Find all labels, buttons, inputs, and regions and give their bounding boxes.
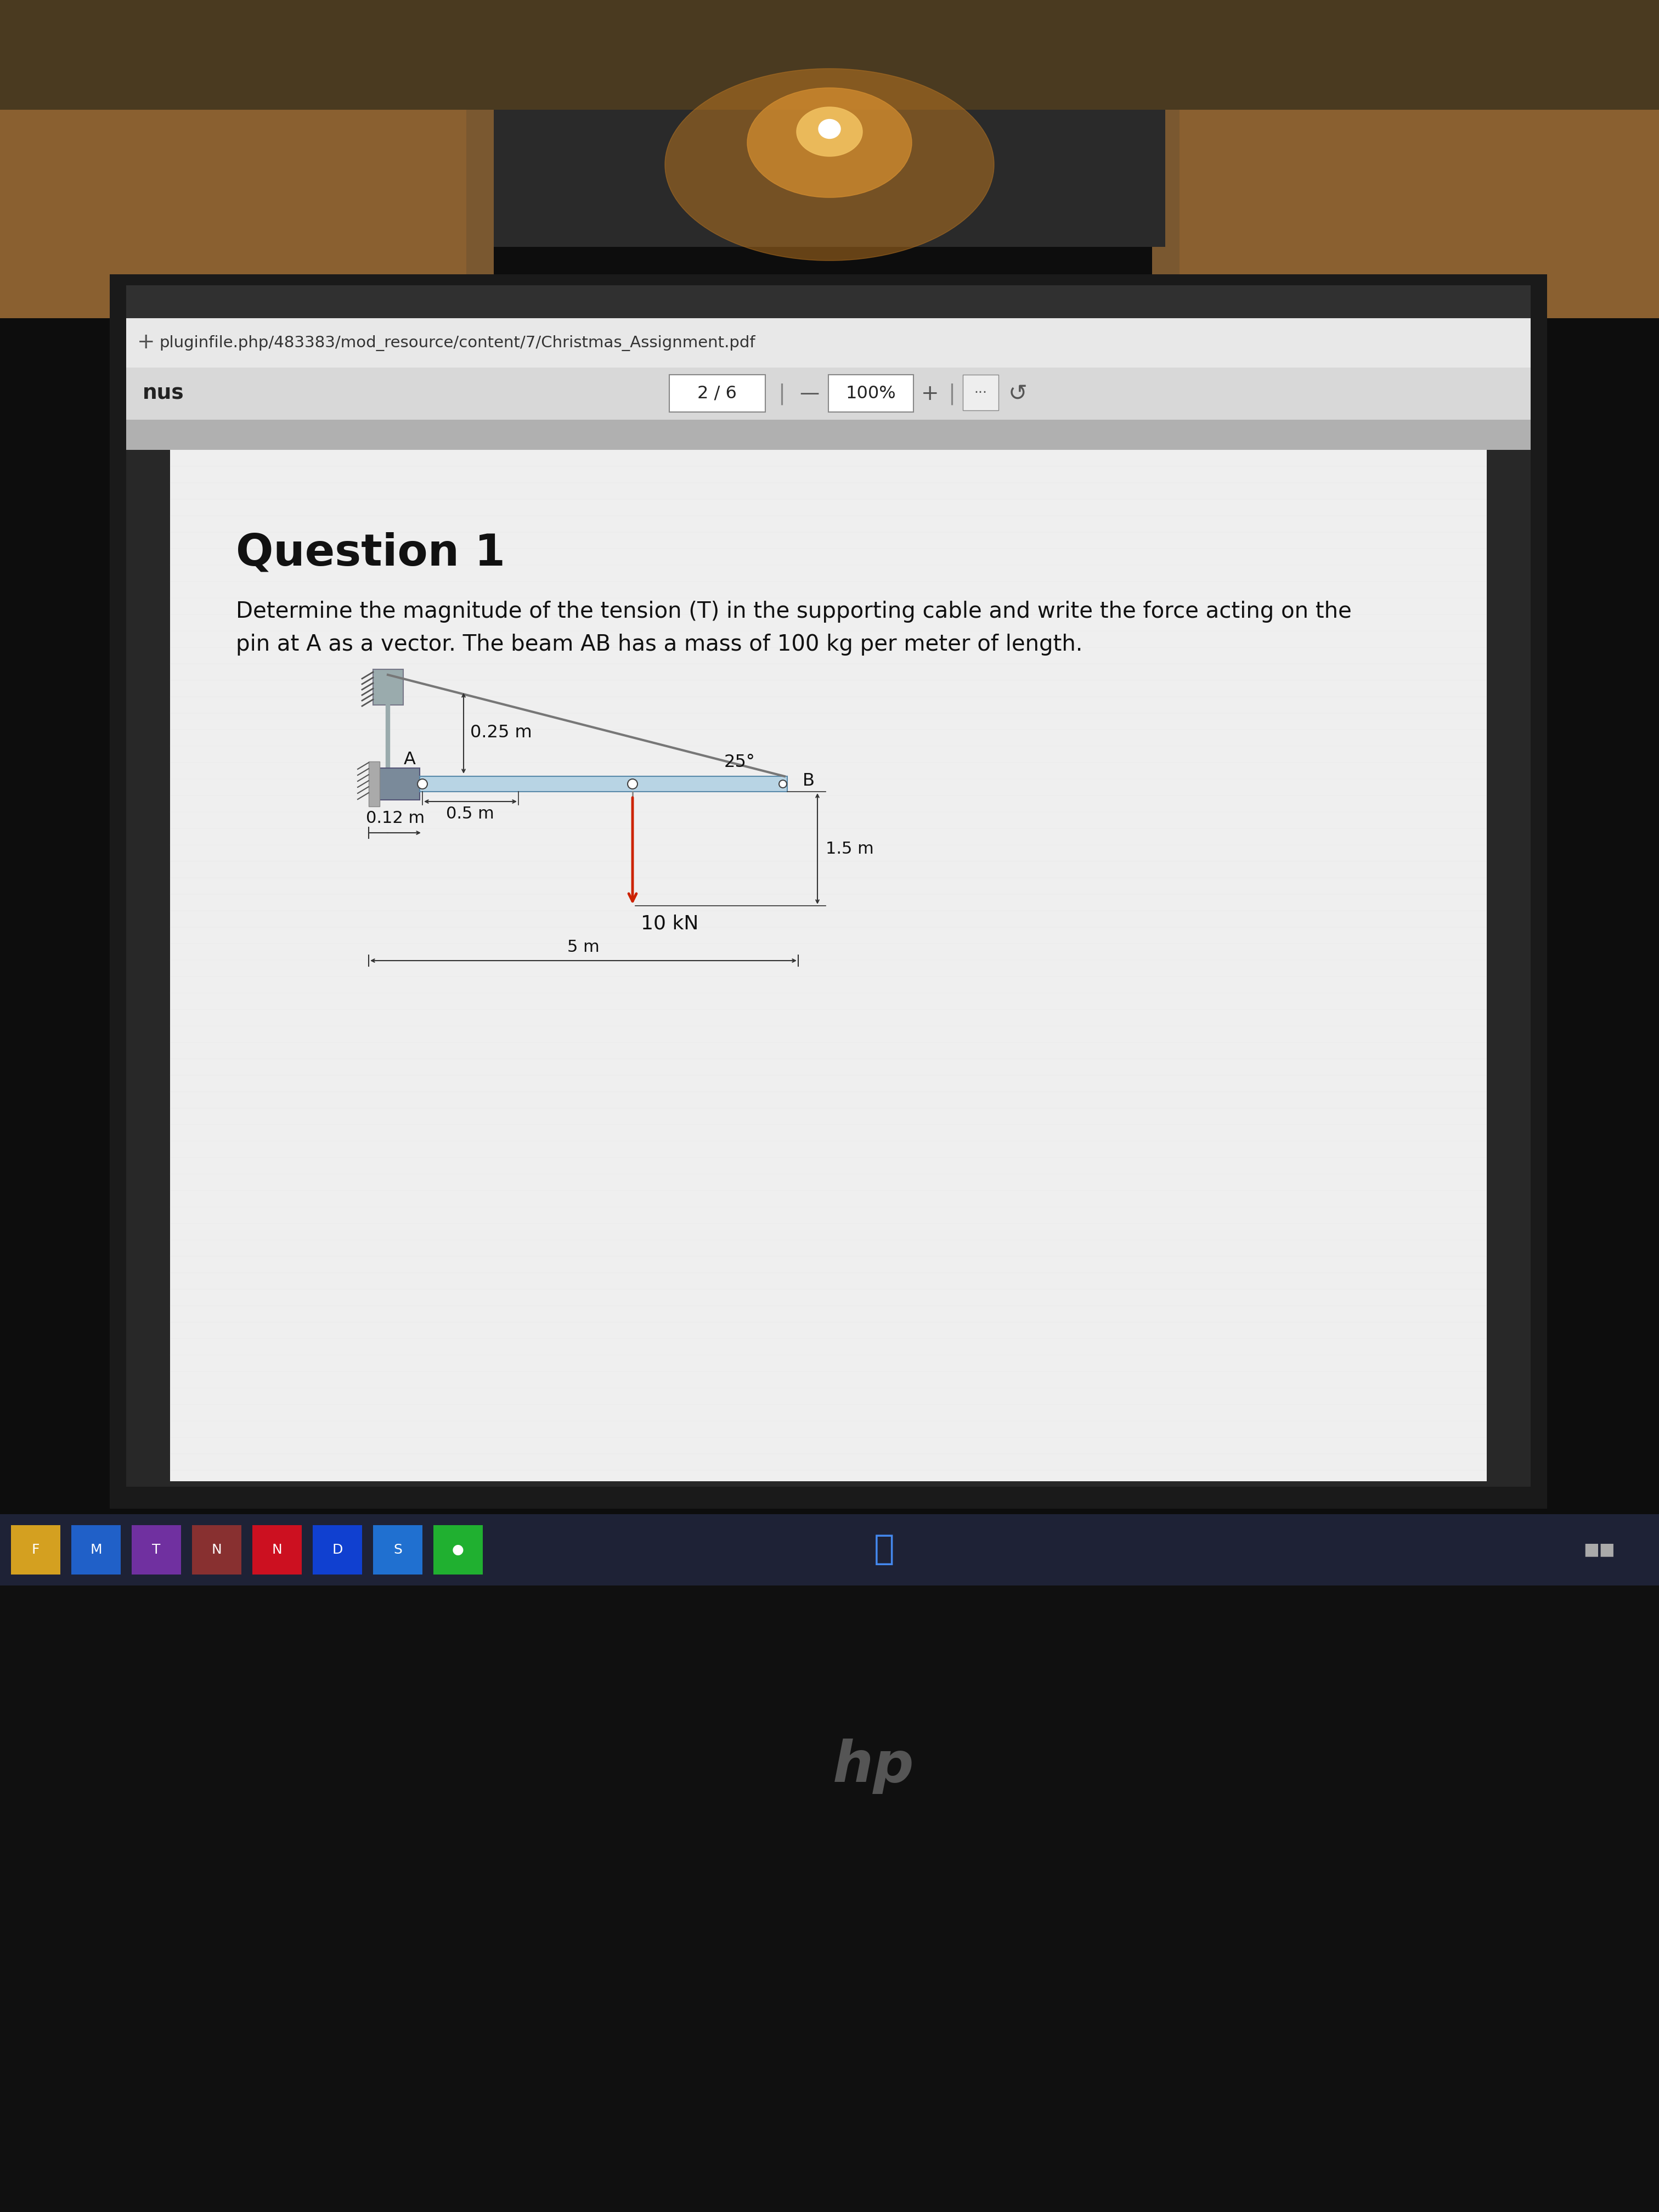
Bar xyxy=(368,761,380,807)
Bar xyxy=(126,285,1531,319)
Circle shape xyxy=(627,779,637,790)
Bar xyxy=(126,285,1531,1486)
Bar xyxy=(962,374,999,411)
Text: N: N xyxy=(272,1544,282,1557)
Text: 100%: 100% xyxy=(846,385,896,403)
Text: Question 1: Question 1 xyxy=(236,533,506,575)
Bar xyxy=(0,1515,1659,1586)
Bar xyxy=(109,274,1548,1509)
Bar xyxy=(0,0,494,319)
Text: F: F xyxy=(32,1544,40,1557)
Bar xyxy=(373,1524,423,1575)
Ellipse shape xyxy=(665,69,994,261)
Text: ⋅⋅⋅: ⋅⋅⋅ xyxy=(974,387,987,400)
Text: Determine the magnitude of the tension (T) in the supporting cable and write the: Determine the magnitude of the tension (… xyxy=(236,602,1352,622)
Bar xyxy=(0,0,1659,111)
Text: ●: ● xyxy=(453,1544,465,1557)
Bar xyxy=(126,367,1531,420)
Bar xyxy=(1180,111,1659,319)
Text: D: D xyxy=(332,1544,343,1557)
Bar xyxy=(669,374,765,411)
Text: M: M xyxy=(90,1544,101,1557)
Circle shape xyxy=(780,781,786,787)
Circle shape xyxy=(418,779,428,790)
Text: 10 kN: 10 kN xyxy=(640,914,698,933)
Text: +: + xyxy=(138,332,154,352)
Ellipse shape xyxy=(818,119,841,139)
Text: ↺: ↺ xyxy=(1009,383,1027,405)
Bar xyxy=(828,374,914,411)
Bar xyxy=(433,1524,483,1575)
Text: 25°: 25° xyxy=(725,754,755,772)
Text: T: T xyxy=(153,1544,161,1557)
Text: S: S xyxy=(393,1544,401,1557)
Bar xyxy=(71,1524,121,1575)
Text: |: | xyxy=(949,383,956,405)
Bar xyxy=(192,1524,242,1575)
Text: ❓: ❓ xyxy=(874,1533,894,1566)
Text: 2 / 6: 2 / 6 xyxy=(697,385,737,403)
Text: 0.25 m: 0.25 m xyxy=(469,726,533,741)
Text: nus: nus xyxy=(143,385,184,405)
Text: |: | xyxy=(778,383,785,405)
Bar xyxy=(373,670,403,706)
Bar xyxy=(126,420,1531,449)
Bar xyxy=(131,1524,181,1575)
Text: pin at A as a vector. The beam AB has a mass of 100 kg per meter of length.: pin at A as a vector. The beam AB has a … xyxy=(236,633,1083,655)
Ellipse shape xyxy=(747,88,912,197)
Bar xyxy=(420,776,788,792)
Text: pluginfile.php/483383/mod_resource/content/7/Christmas_Assignment.pdf: pluginfile.php/483383/mod_resource/conte… xyxy=(159,334,755,352)
Bar xyxy=(126,319,1531,367)
Bar xyxy=(0,111,466,319)
Text: N: N xyxy=(212,1544,222,1557)
Text: +: + xyxy=(921,383,939,405)
Text: A: A xyxy=(403,752,416,768)
Text: 5 m: 5 m xyxy=(567,940,599,956)
Bar xyxy=(171,449,1486,1482)
Bar xyxy=(312,1524,362,1575)
Bar xyxy=(12,1524,60,1575)
Bar xyxy=(252,1524,302,1575)
Bar xyxy=(0,1586,1659,2212)
Bar xyxy=(1151,0,1659,319)
Text: hp: hp xyxy=(833,1739,914,1794)
Text: —: — xyxy=(800,385,820,403)
Bar xyxy=(378,768,420,801)
Ellipse shape xyxy=(796,106,863,157)
Text: ■■: ■■ xyxy=(1583,1542,1616,1557)
Bar xyxy=(494,0,1165,248)
Text: 0.5 m: 0.5 m xyxy=(446,805,494,823)
Text: B: B xyxy=(803,772,815,790)
Text: 0.12 m: 0.12 m xyxy=(367,810,425,827)
Text: 1.5 m: 1.5 m xyxy=(826,841,874,856)
